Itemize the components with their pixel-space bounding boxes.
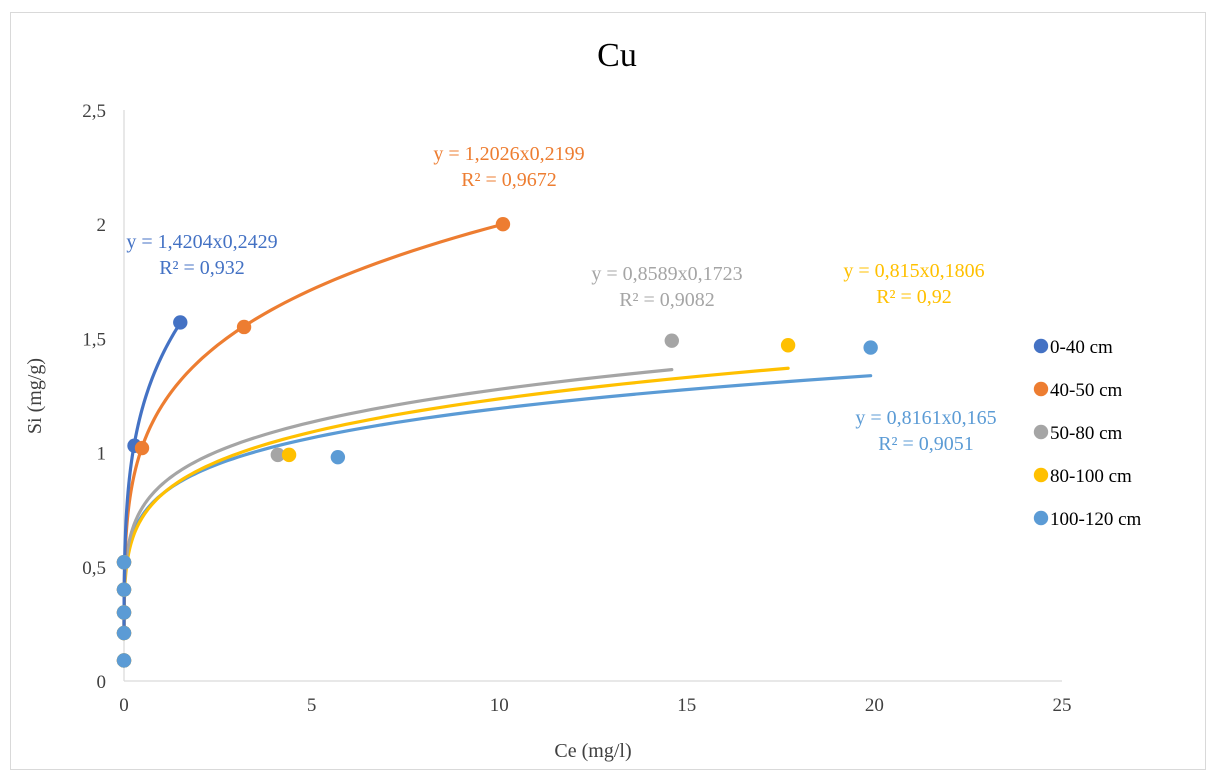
legend: 0-40 cm 40-50 cm 50-80 cm 80-100 cm 100-120 … [1033,337,1142,530]
x-tick-label: 15 [677,695,696,716]
trendline-equations: y = 1,4204x0,2429 R² = 0,932 y = 1,2026x0,… [126,143,996,455]
data-point [863,340,878,355]
data-point [780,338,796,353]
r2-label: R² = 0,9051 [878,433,974,455]
trendlines [122,222,873,633]
data-point [281,447,297,463]
y-tick-label: 0,5 [82,558,106,579]
data-point [116,625,132,641]
legend-label: 80-100 cm [1050,466,1132,487]
x-tick-label: 25 [1053,695,1072,716]
data-point [116,582,132,597]
x-tick-label: 5 [307,695,317,716]
r2-label: R² = 0,9082 [619,289,715,311]
data-points [116,217,878,668]
y-axis-title: Si (mg/g) [24,358,46,434]
y-tick-label: 0 [97,672,107,693]
data-point [236,319,252,335]
data-point [116,605,132,620]
chart-frame [10,12,1206,770]
legend-label: 50-80 cm [1050,423,1123,444]
legend-marker [1033,381,1049,397]
trendline-1 [122,222,505,631]
equation-label: y = 0,815x0,1806 [843,260,984,282]
data-point [270,447,286,463]
r2-label: R² = 0,9672 [461,169,557,191]
x-tick-label: 20 [865,695,884,716]
trendline-2 [122,368,674,630]
y-tick-label: 1 [97,444,107,465]
data-point [495,217,511,232]
equation-label: y = 0,8161x0,165 [855,407,996,429]
data-point [664,333,679,348]
equation-label: y = 1,4204x0,2429 [126,231,277,253]
chart-title: Cu [597,37,637,74]
axes [123,110,1062,682]
x-axis-title: Ce (mg/l) [554,740,631,762]
legend-marker [1033,338,1049,354]
equation-label: y = 1,2026x0,2199 [433,143,584,165]
y-tick-label: 1,5 [82,329,106,350]
legend-marker [1033,510,1049,526]
x-tick-label: 0 [119,695,129,716]
data-point [134,440,150,456]
y-tick-label: 2,5 [82,101,106,122]
legend-label: 0-40 cm [1050,337,1113,358]
legend-label: 40-50 cm [1050,380,1123,401]
data-point [330,449,346,465]
data-point [116,555,132,570]
y-tick-label: 2 [97,215,107,236]
legend-marker [1033,467,1049,483]
data-point [116,653,132,668]
r2-label: R² = 0,92 [876,286,952,308]
r2-label: R² = 0,932 [159,257,245,279]
legend-marker [1033,424,1049,440]
legend-label: 100-120 cm [1050,509,1142,530]
x-tick-label: 10 [490,695,509,716]
x-tick-labels: 0 5 10 15 20 25 [119,695,1071,716]
y-tick-labels: 0 0,5 1 1,5 2 2,5 [82,101,106,693]
trendline-4 [122,374,873,630]
trendline-3 [122,366,790,633]
data-point [173,315,188,330]
equation-label: y = 0,8589x0,1723 [591,263,742,285]
